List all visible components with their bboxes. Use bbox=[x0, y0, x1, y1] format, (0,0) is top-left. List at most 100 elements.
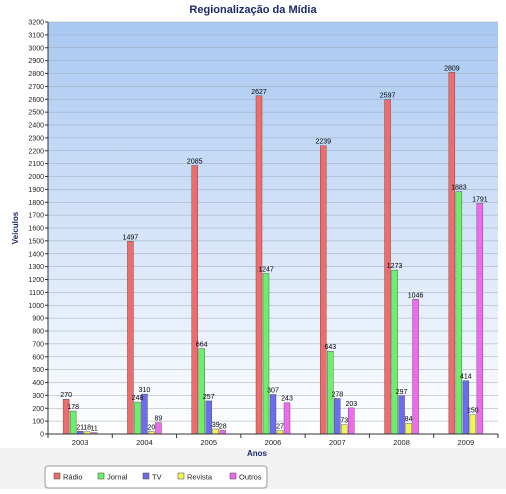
data-label: 2809 bbox=[444, 65, 460, 72]
x-tick-label: 2005 bbox=[200, 438, 217, 447]
data-label: 1497 bbox=[123, 234, 139, 241]
bar-revista-2008 bbox=[405, 422, 412, 435]
bar-revista-2006 bbox=[276, 430, 284, 435]
data-label: 73 bbox=[340, 418, 348, 425]
y-tick-label: 1200 bbox=[28, 277, 44, 284]
bar-revista-2009 bbox=[469, 414, 477, 435]
chart-title: Regionalização da Mídia bbox=[189, 4, 317, 16]
bar-tv-2005 bbox=[205, 400, 212, 435]
bar-outros-2004 bbox=[155, 422, 162, 435]
y-tick-label: 3000 bbox=[28, 45, 44, 52]
y-axis-label: Veículos bbox=[11, 211, 20, 244]
data-label: 18 bbox=[83, 425, 91, 432]
x-tick-label: 2009 bbox=[458, 438, 475, 447]
y-tick-label: 300 bbox=[32, 393, 44, 400]
legend: Rádio Jornal TV Revista Outros bbox=[44, 465, 268, 489]
bar-jornal-2003 bbox=[69, 410, 77, 435]
data-label: 27 bbox=[276, 424, 284, 431]
y-tick-label: 2300 bbox=[28, 135, 44, 142]
y-tick-label: 2700 bbox=[28, 84, 44, 91]
y-tick-label: 3100 bbox=[28, 32, 44, 39]
legend-swatch bbox=[177, 472, 185, 480]
y-tick-label: 200 bbox=[32, 406, 44, 413]
data-label: 307 bbox=[267, 387, 279, 394]
bar-jornal-2004 bbox=[134, 401, 141, 435]
legend-label: TV bbox=[152, 473, 162, 482]
bar-outros-2005 bbox=[219, 430, 226, 435]
data-label: 28 bbox=[219, 423, 227, 430]
legend-label: Revista bbox=[187, 473, 213, 482]
data-label: 150 bbox=[467, 408, 479, 415]
bar-tv-2008 bbox=[398, 395, 405, 435]
bar-rádio-2005 bbox=[191, 165, 198, 435]
data-label: 310 bbox=[139, 387, 151, 394]
y-tick-label: 3200 bbox=[28, 20, 44, 27]
bar-revista-2005 bbox=[212, 428, 219, 435]
data-label: 643 bbox=[324, 344, 336, 351]
data-label: 1046 bbox=[408, 292, 424, 299]
data-label: 203 bbox=[345, 401, 357, 408]
data-label: 89 bbox=[155, 416, 163, 423]
gridlines bbox=[48, 21, 498, 422]
y-tick-label: 2200 bbox=[28, 148, 44, 155]
data-label: 278 bbox=[331, 391, 343, 398]
y-tick-label: 2800 bbox=[28, 71, 44, 78]
y-tick-label: 600 bbox=[32, 354, 44, 361]
y-tick-label: 2000 bbox=[28, 174, 44, 181]
data-label: 1883 bbox=[451, 185, 467, 192]
x-axis-ticks: 2003 2004 2005 2006 2007 2008 2009 bbox=[47, 434, 499, 447]
y-tick-label: 2400 bbox=[28, 123, 44, 130]
data-label: 2085 bbox=[187, 159, 203, 166]
y-tick-label: 2600 bbox=[28, 97, 44, 104]
bar-revista-2007 bbox=[341, 424, 348, 435]
bars bbox=[62, 72, 484, 435]
y-tick-label: 500 bbox=[32, 367, 44, 374]
y-tick-label: 2500 bbox=[28, 110, 44, 117]
bar-outros-2009 bbox=[476, 203, 484, 435]
y-tick-label: 800 bbox=[32, 329, 44, 336]
data-label: 664 bbox=[196, 342, 208, 349]
y-axis-ticks: 0 100 200 300 400 500 600 700 800 900 1000 1100 1200… bbox=[28, 20, 48, 439]
data-label: 2239 bbox=[315, 139, 331, 146]
y-tick-label: 1300 bbox=[28, 264, 44, 271]
y-tick-label: 2100 bbox=[28, 161, 44, 168]
y-tick-label: 1000 bbox=[28, 303, 44, 310]
legend-swatch bbox=[97, 472, 105, 480]
data-label: 11 bbox=[91, 426, 98, 433]
legend-label: Jornal bbox=[107, 473, 128, 482]
y-tick-label: 0 bbox=[40, 432, 44, 439]
bar-outros-2006 bbox=[283, 402, 291, 435]
bar-tv-2007 bbox=[334, 398, 341, 435]
y-tick-label: 700 bbox=[32, 341, 44, 348]
legend-swatch bbox=[229, 472, 237, 480]
data-label: 248 bbox=[132, 395, 144, 402]
data-label: 243 bbox=[281, 396, 293, 403]
y-tick-label: 1600 bbox=[28, 226, 44, 233]
bar-tv-2006 bbox=[269, 394, 277, 435]
data-label: 1791 bbox=[472, 196, 488, 203]
x-tick-label: 2003 bbox=[72, 438, 89, 447]
data-label: 20 bbox=[148, 424, 156, 431]
legend-box bbox=[44, 465, 268, 489]
x-axis-label: Anos bbox=[247, 449, 268, 458]
data-label: 257 bbox=[203, 394, 215, 401]
bar-jornal-2005 bbox=[198, 348, 205, 435]
data-label: 414 bbox=[460, 374, 472, 381]
data-label: 1273 bbox=[387, 263, 403, 270]
bar-rádio-2007 bbox=[320, 145, 327, 435]
y-tick-label: 1500 bbox=[28, 238, 44, 245]
data-label: 84 bbox=[405, 416, 413, 423]
y-tick-label: 2900 bbox=[28, 58, 44, 65]
y-tick-label: 1400 bbox=[28, 251, 44, 258]
bar-outros-2007 bbox=[348, 407, 355, 435]
x-tick-label: 2008 bbox=[393, 438, 410, 447]
bar-jornal-2009 bbox=[455, 191, 463, 435]
legend-swatch bbox=[53, 472, 61, 480]
bar-rádio-2006 bbox=[255, 95, 263, 435]
y-tick-label: 400 bbox=[32, 380, 44, 387]
y-tick-label: 100 bbox=[32, 419, 44, 426]
data-label: 270 bbox=[60, 392, 72, 399]
